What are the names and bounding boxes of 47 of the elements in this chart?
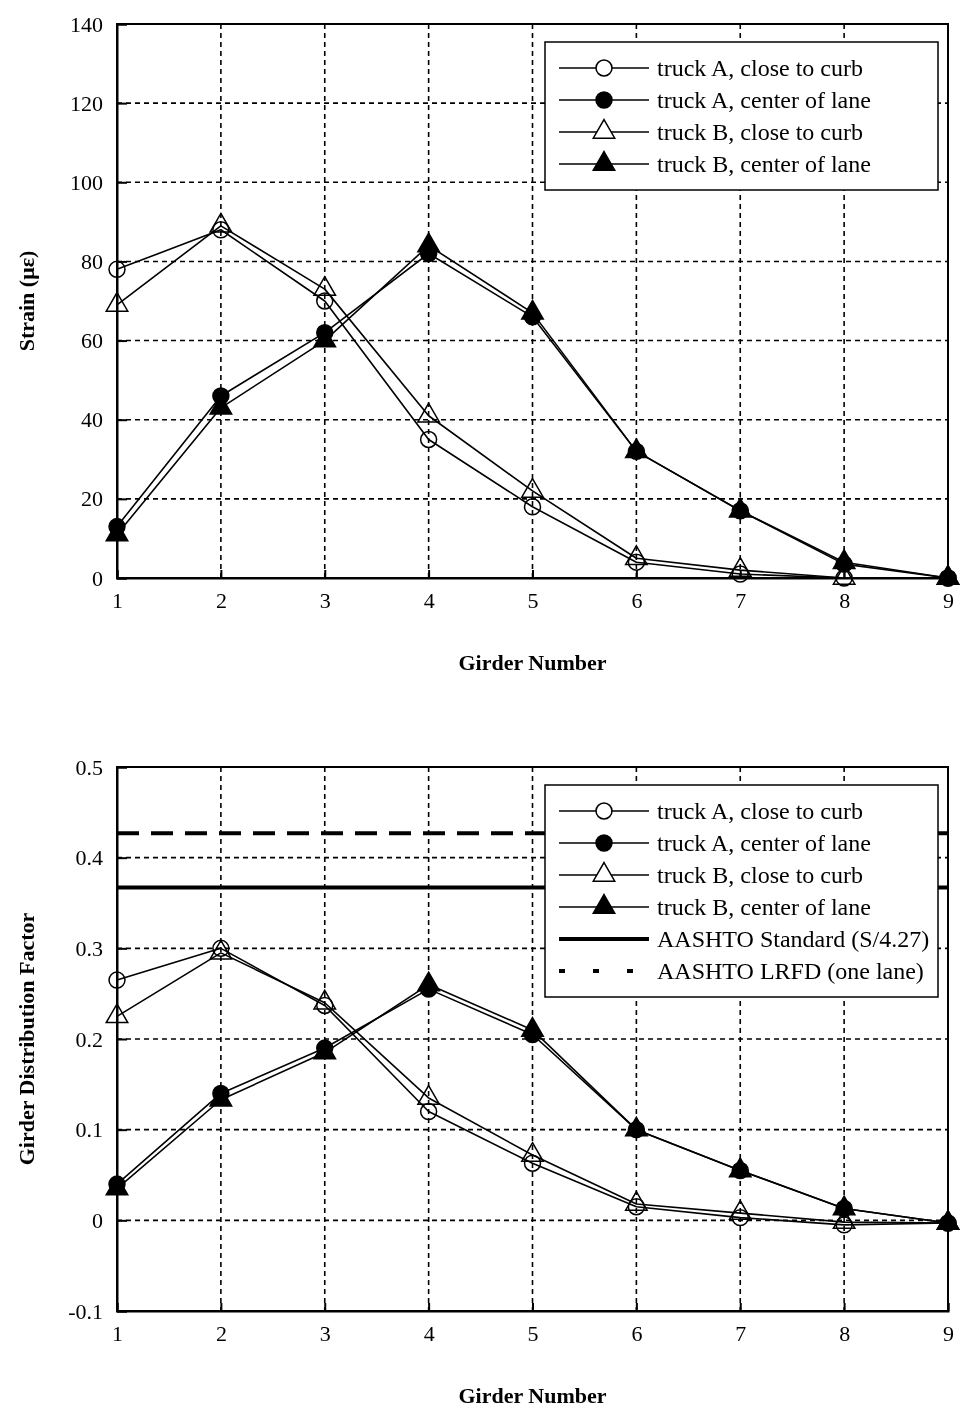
x-axis-title: Girder Number xyxy=(458,650,607,675)
x-tick-label: 3 xyxy=(319,587,331,613)
x-tick-label: 2 xyxy=(215,587,227,613)
x-tick-label: 2 xyxy=(215,1320,227,1346)
x-axis-title: Girder Number xyxy=(458,1383,607,1406)
x-tick-label: 8 xyxy=(839,1320,851,1346)
x-tick-label: 3 xyxy=(319,1320,331,1346)
legend-label: AASHTO LRFD (one lane) xyxy=(657,958,924,984)
legend-label: truck B, close to curb xyxy=(657,862,863,888)
legend-label: truck A, center of lane xyxy=(657,87,871,113)
y-tick-label: 100 xyxy=(70,169,103,195)
y-tick-label: 0.3 xyxy=(75,935,103,961)
legend-label: truck A, close to curb xyxy=(657,798,863,824)
x-tick-label: 6 xyxy=(631,1320,643,1346)
x-tick-label: 5 xyxy=(527,1320,539,1346)
y-tick-label: 80 xyxy=(81,248,103,274)
y-tick-label: 140 xyxy=(70,11,103,37)
x-tick-label: 1 xyxy=(112,1320,123,1346)
y-tick-label: -0.1 xyxy=(68,1298,103,1324)
x-tick-label: 9 xyxy=(943,587,954,613)
x-tick-label: 8 xyxy=(839,587,851,613)
x-tick-label: 7 xyxy=(735,1320,747,1346)
x-tick-label: 9 xyxy=(943,1320,954,1346)
y-axis-title: Strain (με) xyxy=(14,250,39,352)
x-tick-label: 7 xyxy=(735,587,747,613)
legend-label: truck A, center of lane xyxy=(657,830,871,856)
y-tick-label: 20 xyxy=(81,486,103,512)
x-tick-label: 5 xyxy=(527,587,539,613)
legend-label: truck B, center of lane xyxy=(657,894,871,920)
y-axis-title: Girder Distribution Factor xyxy=(14,912,39,1166)
y-tick-label: 40 xyxy=(81,407,103,433)
y-tick-label: 0.5 xyxy=(75,754,103,780)
y-tick-label: 60 xyxy=(81,328,103,354)
y-tick-label: 0.2 xyxy=(75,1026,103,1052)
legend-label: truck A, close to curb xyxy=(657,55,863,81)
y-tick-label: 0 xyxy=(92,565,103,591)
x-tick-label: 1 xyxy=(112,587,123,613)
legend-label: AASHTO Standard (S/4.27) xyxy=(657,926,930,952)
legend-label: truck B, center of lane xyxy=(657,151,871,177)
y-tick-label: 0.4 xyxy=(75,845,103,871)
x-tick-label: 6 xyxy=(631,587,643,613)
legend-label: truck B, close to curb xyxy=(657,119,863,145)
y-tick-label: 0 xyxy=(92,1207,103,1233)
x-tick-label: 4 xyxy=(423,587,435,613)
x-tick-label: 4 xyxy=(423,1320,435,1346)
y-tick-label: 0.1 xyxy=(75,1117,103,1143)
y-tick-label: 120 xyxy=(70,90,103,116)
